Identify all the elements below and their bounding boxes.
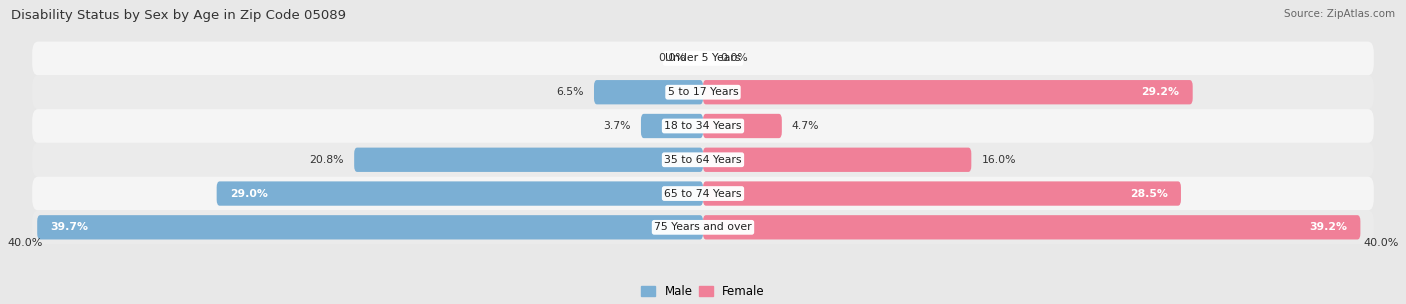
FancyBboxPatch shape — [703, 114, 782, 138]
Text: 39.2%: 39.2% — [1309, 222, 1347, 232]
Text: Under 5 Years: Under 5 Years — [665, 54, 741, 64]
Text: 29.2%: 29.2% — [1142, 87, 1180, 97]
FancyBboxPatch shape — [32, 75, 1374, 109]
FancyBboxPatch shape — [703, 80, 1192, 104]
Text: Source: ZipAtlas.com: Source: ZipAtlas.com — [1284, 9, 1395, 19]
Text: 40.0%: 40.0% — [1364, 237, 1399, 247]
Text: 29.0%: 29.0% — [231, 188, 269, 199]
Text: 28.5%: 28.5% — [1129, 188, 1167, 199]
Text: 0.0%: 0.0% — [720, 54, 748, 64]
Text: 0.0%: 0.0% — [658, 54, 686, 64]
FancyBboxPatch shape — [703, 148, 972, 172]
Legend: Male, Female: Male, Female — [637, 281, 769, 303]
FancyBboxPatch shape — [37, 215, 703, 240]
Text: 65 to 74 Years: 65 to 74 Years — [664, 188, 742, 199]
Text: Disability Status by Sex by Age in Zip Code 05089: Disability Status by Sex by Age in Zip C… — [11, 9, 346, 22]
Text: 18 to 34 Years: 18 to 34 Years — [664, 121, 742, 131]
FancyBboxPatch shape — [32, 177, 1374, 210]
Text: 6.5%: 6.5% — [557, 87, 583, 97]
Text: 20.8%: 20.8% — [309, 155, 344, 165]
FancyBboxPatch shape — [593, 80, 703, 104]
Text: 35 to 64 Years: 35 to 64 Years — [664, 155, 742, 165]
FancyBboxPatch shape — [32, 42, 1374, 75]
FancyBboxPatch shape — [32, 109, 1374, 143]
Text: 40.0%: 40.0% — [7, 237, 42, 247]
Text: 5 to 17 Years: 5 to 17 Years — [668, 87, 738, 97]
Text: 75 Years and over: 75 Years and over — [654, 222, 752, 232]
FancyBboxPatch shape — [32, 210, 1374, 244]
FancyBboxPatch shape — [32, 143, 1374, 177]
FancyBboxPatch shape — [217, 181, 703, 206]
Text: 3.7%: 3.7% — [603, 121, 631, 131]
Text: 4.7%: 4.7% — [792, 121, 820, 131]
FancyBboxPatch shape — [641, 114, 703, 138]
Text: 39.7%: 39.7% — [51, 222, 89, 232]
FancyBboxPatch shape — [703, 181, 1181, 206]
Text: 16.0%: 16.0% — [981, 155, 1017, 165]
FancyBboxPatch shape — [354, 148, 703, 172]
FancyBboxPatch shape — [703, 215, 1361, 240]
